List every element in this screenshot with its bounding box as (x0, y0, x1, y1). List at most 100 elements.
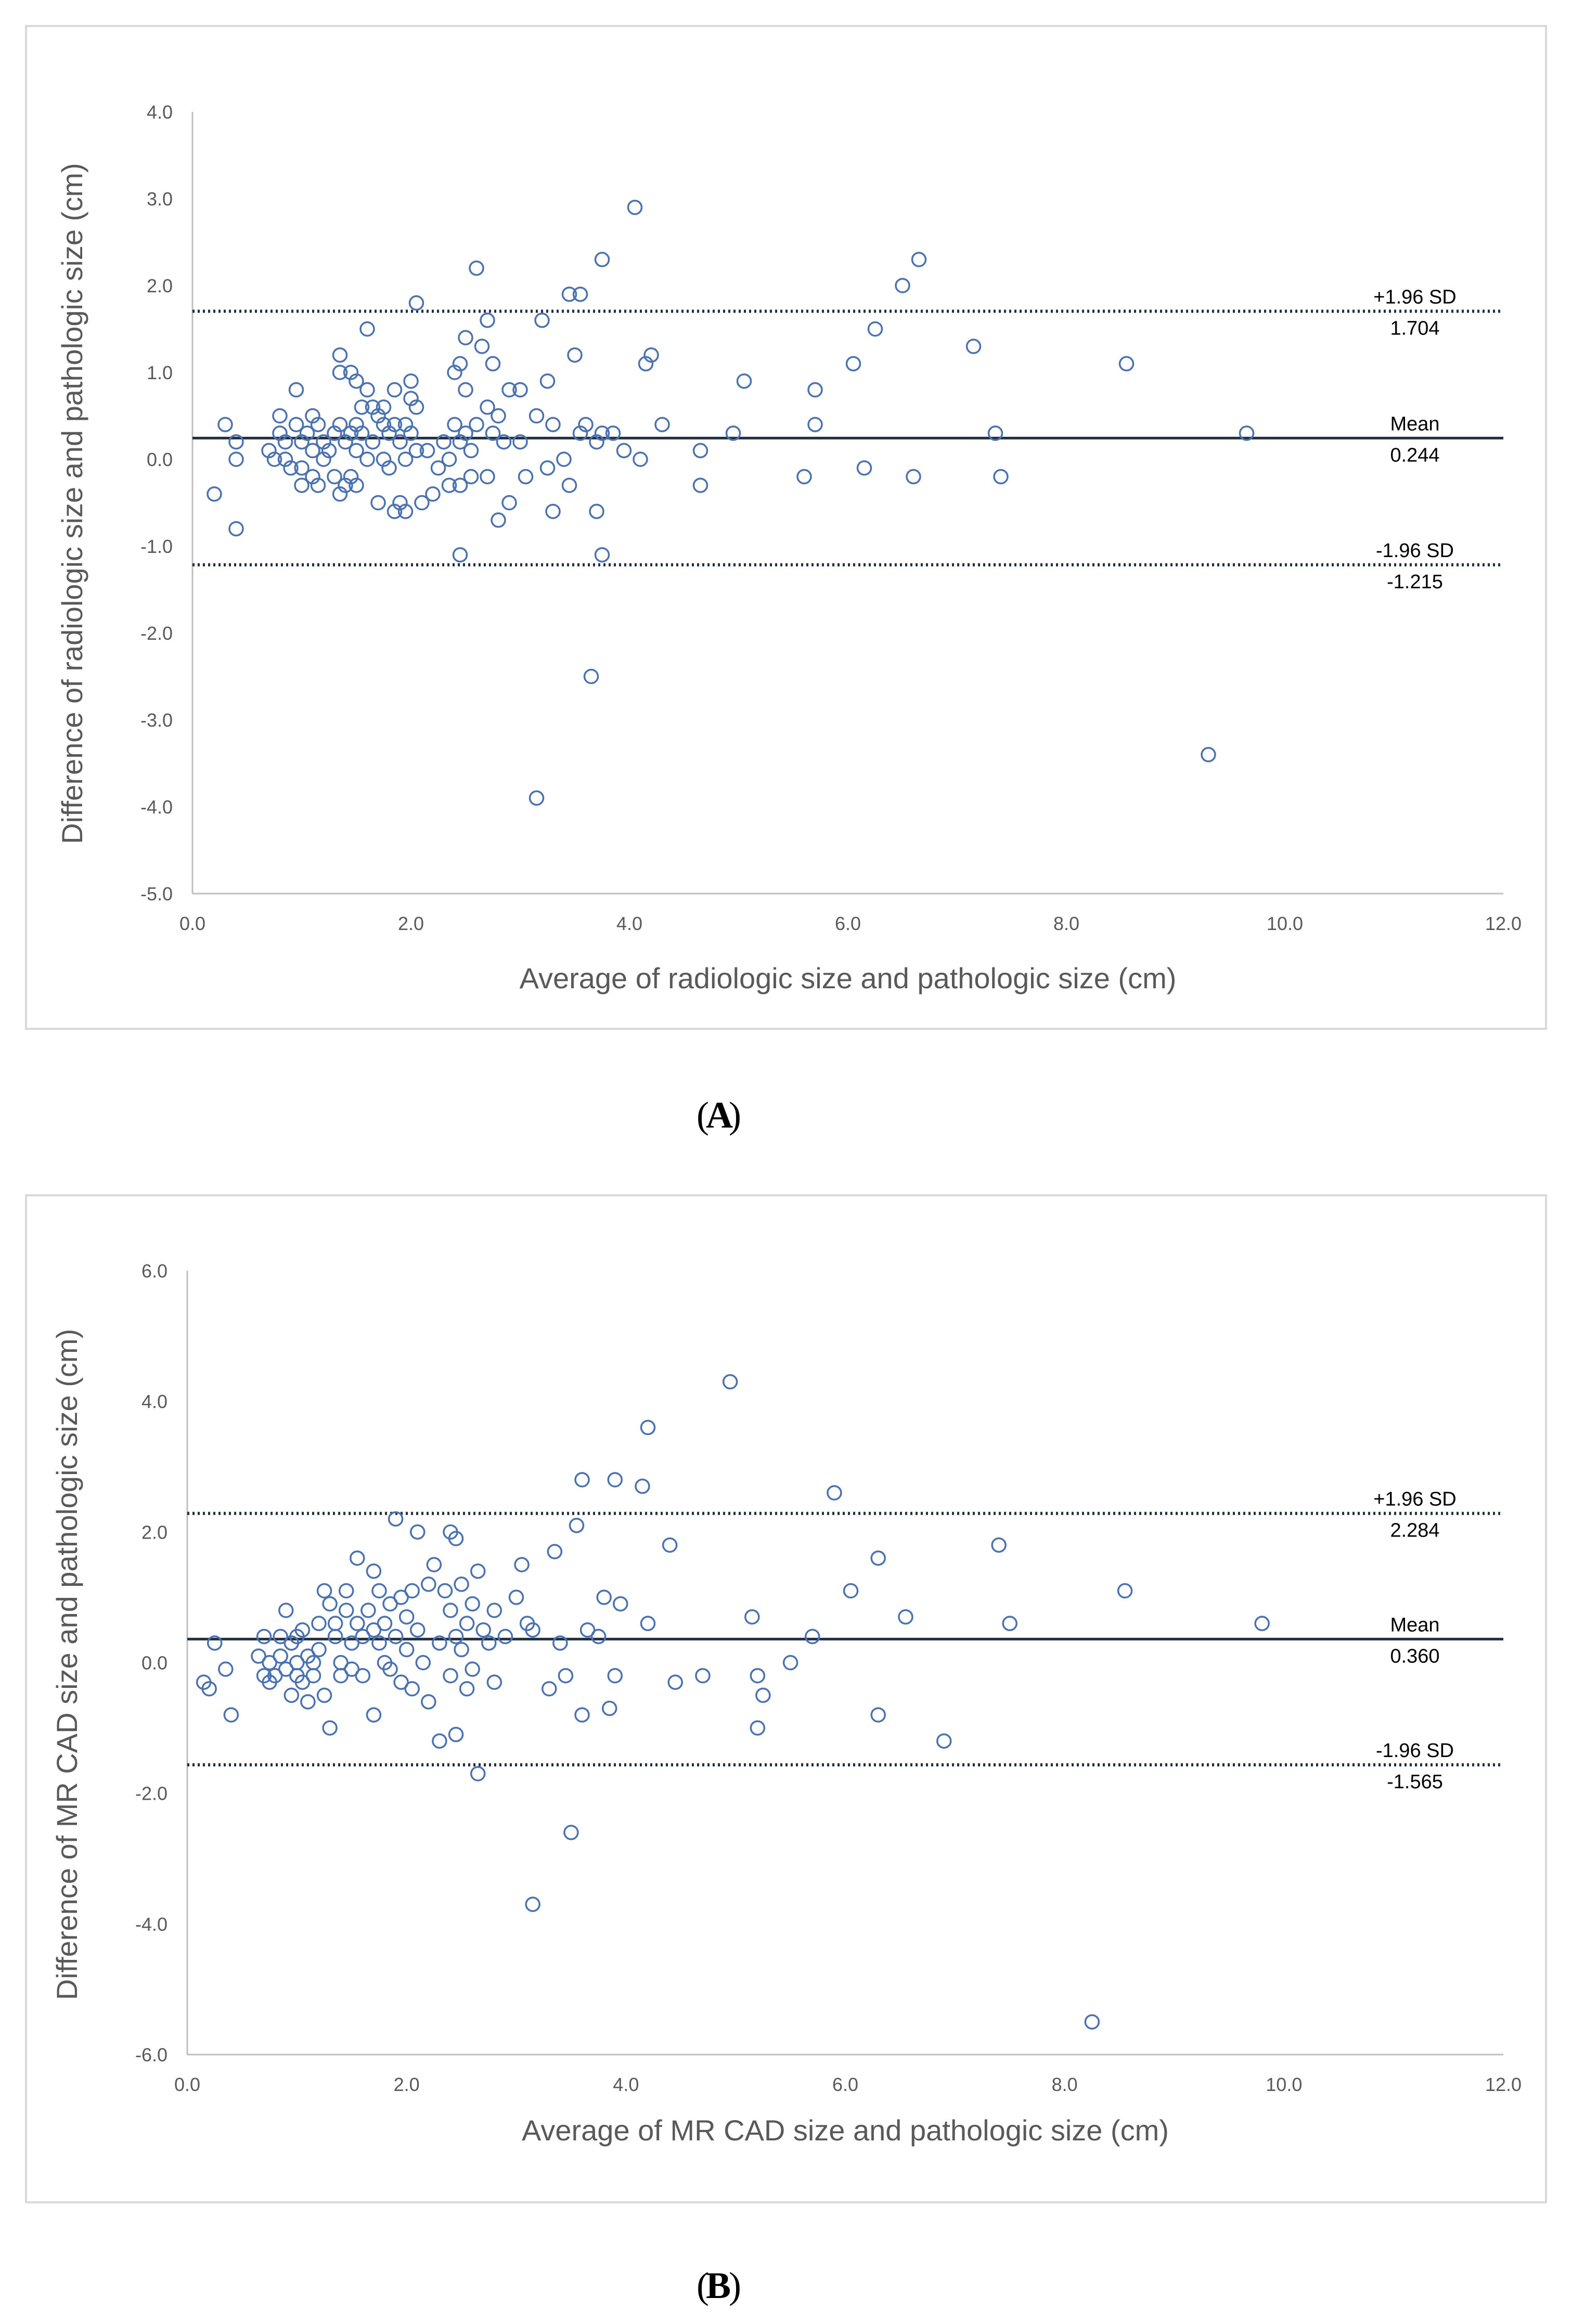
data-point (867, 321, 883, 337)
data-point (327, 425, 342, 441)
data-point (1084, 2014, 1100, 2030)
data-point (327, 469, 342, 485)
data-point (589, 434, 604, 450)
data-point (397, 503, 414, 519)
data-point (486, 1674, 502, 1690)
data-point (991, 1537, 1007, 1553)
data-point (514, 1557, 530, 1572)
data-point (936, 1733, 952, 1749)
data-points (207, 199, 1255, 806)
x-axis-title: Average of radiologic size and pathologi… (520, 962, 1177, 995)
y-tick-label: 2.0 (147, 275, 173, 296)
x-tick-label: 12.0 (1485, 2074, 1522, 2095)
data-point (452, 477, 468, 493)
x-tick-label: 12.0 (1485, 913, 1522, 934)
data-point (870, 1707, 886, 1723)
data-point (327, 1629, 343, 1645)
x-tick-label: 4.0 (613, 2074, 639, 2095)
data-point (463, 469, 479, 485)
upper-line-value: 1.704 (1390, 317, 1439, 339)
data-point (987, 425, 1003, 441)
data-point (480, 313, 495, 328)
data-point (443, 1603, 458, 1618)
data-point (452, 434, 468, 450)
data-point (288, 382, 304, 398)
panel-a-frame (25, 25, 1547, 1030)
data-point (408, 443, 424, 459)
data-point (218, 1661, 234, 1677)
data-point (283, 460, 299, 476)
data-point (470, 1766, 486, 1781)
y-tick-label: 6.0 (141, 1260, 167, 1282)
data-point (267, 1668, 283, 1684)
x-tick-label: 2.0 (398, 913, 424, 934)
data-point (294, 477, 310, 493)
data-point (398, 1642, 415, 1658)
data-point (638, 356, 654, 372)
data-point (419, 443, 435, 459)
data-point (569, 1518, 585, 1533)
data-point (386, 503, 403, 519)
data-point (201, 1681, 217, 1697)
data-point (359, 382, 375, 398)
data-point (273, 1629, 288, 1645)
data-point (1239, 425, 1255, 441)
data-point (266, 451, 282, 467)
data-point (870, 1550, 886, 1566)
y-tick-label: 4.0 (147, 101, 173, 123)
data-point (552, 1635, 568, 1651)
lower-line-value: -1.215 (1387, 571, 1443, 593)
data-point (316, 434, 331, 450)
data-point (305, 1668, 321, 1684)
data-point (338, 1603, 354, 1618)
lower-line-label: -1.96 SD (1376, 1740, 1454, 1762)
data-point (594, 252, 610, 267)
data-point (397, 417, 414, 432)
data-point (365, 399, 381, 415)
data-point (432, 1635, 447, 1651)
data-point (616, 443, 632, 459)
data-point (469, 417, 484, 432)
data-point (534, 313, 550, 328)
data-point (359, 321, 375, 337)
data-point (736, 373, 752, 389)
data-point (365, 434, 381, 450)
data-point (300, 1694, 316, 1710)
mean-line-label: Mean (1390, 1614, 1439, 1636)
data-point (601, 1700, 617, 1716)
data-point (501, 495, 517, 511)
data-point (518, 469, 534, 485)
panel-b-letter: B (706, 2265, 731, 2306)
data-point (321, 443, 337, 459)
data-point (332, 417, 348, 432)
data-point (596, 1590, 612, 1605)
data-point (436, 434, 452, 450)
data-point (272, 425, 288, 441)
data-point (447, 365, 462, 380)
data-point (454, 1642, 469, 1658)
data-point (376, 451, 392, 467)
data-point (542, 1681, 557, 1697)
data-point (465, 1596, 480, 1612)
data-point (410, 1622, 426, 1638)
data-point (458, 330, 473, 345)
data-point (662, 1537, 678, 1553)
data-point (228, 451, 244, 467)
data-point (750, 1668, 766, 1684)
data-point (480, 469, 495, 485)
data-point (558, 1668, 574, 1684)
data-point (316, 1687, 332, 1703)
y-tick-label: 4.0 (141, 1391, 167, 1412)
data-point (376, 399, 392, 415)
data-point (590, 1629, 607, 1645)
data-point (370, 495, 386, 511)
x-tick-label: 10.0 (1266, 2074, 1302, 2095)
data-point (332, 486, 348, 502)
data-point (397, 451, 414, 467)
data-point (605, 425, 621, 441)
data-point (563, 1825, 579, 1840)
data-point (594, 425, 610, 441)
data-point (256, 1629, 272, 1645)
y-axis-title: Difference of radiologic size and pathol… (56, 163, 88, 844)
